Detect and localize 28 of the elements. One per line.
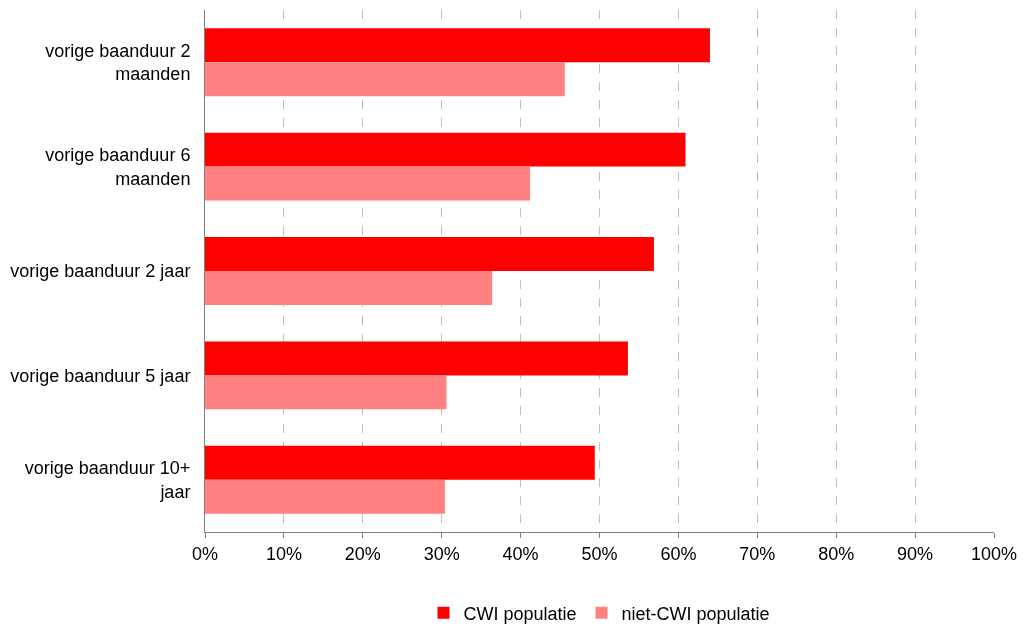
- legend-label: niet-CWI populatie: [621, 603, 770, 624]
- y-tick-label: vorige baanduur 2 jaar: [10, 261, 191, 282]
- x-tick-label: 100%: [970, 543, 1018, 564]
- bar: [205, 132, 686, 167]
- y-tick-label: vorige baanduur 5 jaar: [10, 365, 191, 386]
- x-tick-label: 40%: [502, 543, 539, 564]
- bar: [205, 271, 493, 305]
- x-tick-label: 90%: [897, 543, 934, 564]
- x-tick-label: 70%: [739, 543, 776, 564]
- bar: [205, 28, 710, 63]
- x-tick-label: 50%: [581, 543, 618, 564]
- bar: [205, 341, 628, 376]
- bar: [205, 375, 447, 410]
- x-tick-label: 80%: [818, 543, 855, 564]
- y-tick-label: vorige baanduur 10+ jaar: [24, 458, 191, 502]
- y-tick-label: vorige baanduur 6 maanden: [45, 145, 191, 189]
- bar: [205, 479, 445, 514]
- x-tick-label: 0%: [191, 543, 219, 564]
- x-tick-label: 10%: [265, 543, 302, 564]
- y-tick-label: vorige baanduur 2 maanden: [45, 40, 191, 85]
- bar: [205, 445, 595, 480]
- x-tick-label: 30%: [423, 543, 460, 564]
- legend-label: CWI populatie: [463, 603, 577, 624]
- bar: [205, 237, 654, 271]
- x-tick-label: 60%: [660, 543, 697, 564]
- x-tick-label: 20%: [344, 543, 381, 564]
- bar: [205, 62, 565, 97]
- bar: [205, 166, 531, 201]
